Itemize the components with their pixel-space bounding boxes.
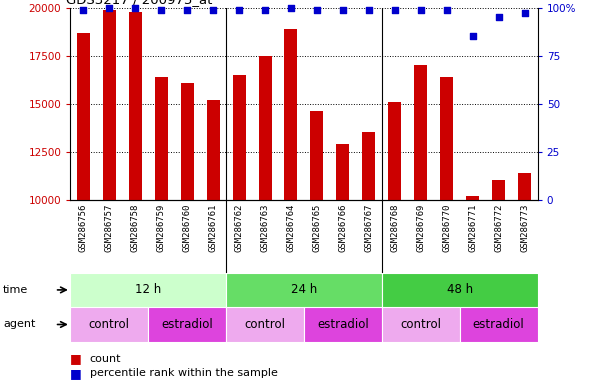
Bar (226, 273, 382, 307)
Bar (466, 196, 479, 200)
Bar (129, 12, 142, 200)
Bar (382, 307, 459, 342)
Text: GSM286761: GSM286761 (208, 204, 218, 252)
Bar (304, 307, 382, 342)
Text: 12 h: 12 h (135, 283, 161, 296)
Text: GSM286759: GSM286759 (156, 204, 166, 252)
Bar (226, 307, 304, 342)
Text: GSM286773: GSM286773 (520, 204, 529, 252)
Bar (414, 65, 427, 200)
Text: GSM286766: GSM286766 (338, 204, 348, 252)
Point (416, 7, 426, 13)
Bar (441, 77, 453, 200)
Point (182, 7, 192, 13)
Text: GSM286769: GSM286769 (416, 204, 425, 252)
Text: ■: ■ (70, 353, 82, 366)
Text: ■: ■ (70, 367, 82, 380)
Text: 24 h: 24 h (291, 283, 317, 296)
Point (78, 7, 88, 13)
Text: control: control (89, 318, 130, 331)
Point (312, 7, 322, 13)
Point (260, 7, 270, 13)
Bar (389, 102, 401, 200)
Text: GSM286758: GSM286758 (131, 204, 140, 252)
Text: GSM286756: GSM286756 (79, 204, 88, 252)
Text: 48 h: 48 h (447, 283, 473, 296)
Bar (258, 56, 271, 200)
Point (130, 5, 140, 11)
Text: agent: agent (3, 319, 35, 329)
Point (520, 10, 530, 17)
Text: GSM286768: GSM286768 (390, 204, 400, 252)
Text: GDS3217 / 200975_at: GDS3217 / 200975_at (65, 0, 212, 7)
Text: percentile rank within the sample: percentile rank within the sample (90, 368, 277, 378)
Point (338, 7, 348, 13)
Text: GSM286771: GSM286771 (468, 204, 477, 252)
Bar (207, 100, 219, 200)
Bar (181, 83, 194, 200)
Text: count: count (90, 354, 122, 364)
Point (468, 33, 478, 40)
Point (156, 7, 166, 13)
Bar (492, 180, 505, 200)
Bar (337, 144, 349, 200)
Text: estradiol: estradiol (473, 318, 525, 331)
Point (364, 7, 374, 13)
Point (494, 14, 503, 20)
Text: GSM286764: GSM286764 (287, 204, 296, 252)
Bar (382, 273, 538, 307)
Bar (362, 132, 375, 200)
Bar (233, 75, 246, 200)
Bar (310, 111, 323, 200)
Text: GSM286770: GSM286770 (442, 204, 452, 252)
Point (234, 7, 244, 13)
Bar (70, 273, 226, 307)
Point (286, 5, 296, 11)
Text: control: control (244, 318, 285, 331)
Text: GSM286760: GSM286760 (183, 204, 192, 252)
Text: GSM286757: GSM286757 (104, 204, 114, 252)
Text: estradiol: estradiol (161, 318, 213, 331)
Point (442, 7, 452, 13)
Text: control: control (400, 318, 441, 331)
Bar (70, 307, 148, 342)
Text: estradiol: estradiol (317, 318, 369, 331)
Text: time: time (3, 285, 28, 295)
Text: GSM286765: GSM286765 (312, 204, 321, 252)
Bar (459, 307, 538, 342)
Point (390, 7, 400, 13)
Text: GSM286762: GSM286762 (235, 204, 244, 252)
Bar (148, 307, 226, 342)
Bar (518, 173, 531, 200)
Text: GSM286767: GSM286767 (364, 204, 373, 252)
Point (208, 7, 218, 13)
Bar (155, 77, 167, 200)
Text: GSM286763: GSM286763 (260, 204, 269, 252)
Bar (103, 10, 115, 200)
Bar (77, 33, 90, 200)
Text: GSM286772: GSM286772 (494, 204, 503, 252)
Bar (285, 29, 298, 200)
Point (104, 5, 114, 11)
